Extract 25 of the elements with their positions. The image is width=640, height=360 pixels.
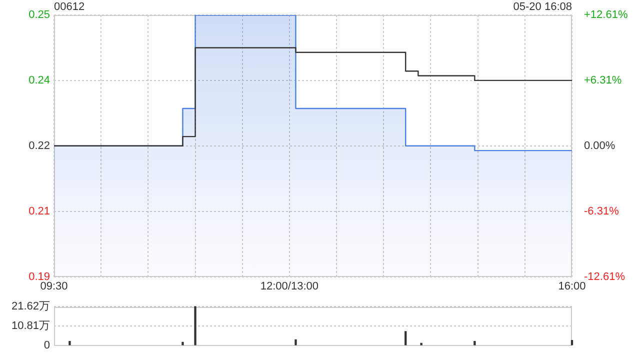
x-tick-label: 12:00/13:00 bbox=[260, 280, 319, 292]
x-tick-label: 16:00 bbox=[558, 280, 586, 292]
y-tick-label: 0.19 bbox=[28, 270, 50, 283]
y-tick-label: 0 bbox=[44, 339, 50, 352]
y2-tick-label: +6.31% bbox=[584, 74, 622, 86]
y-tick-label: 0.24 bbox=[28, 74, 50, 86]
chart-subtitle: 05-20 16:08 bbox=[513, 1, 572, 13]
bar bbox=[420, 342, 422, 346]
y-tick-label: 0.22 bbox=[28, 140, 50, 152]
bar bbox=[194, 306, 196, 346]
x-tick-label: 09:30 bbox=[40, 280, 68, 292]
y-tick-label: 0.21 bbox=[28, 205, 50, 218]
bar bbox=[294, 339, 297, 346]
y2-tick-label: +12.61% bbox=[584, 9, 628, 22]
bar bbox=[474, 340, 476, 346]
y-tick-label: 0.25 bbox=[28, 9, 50, 22]
chart-title: 00612 bbox=[54, 1, 85, 13]
bar bbox=[404, 331, 407, 346]
y-tick-label: 21.62万 bbox=[11, 300, 50, 313]
bar bbox=[182, 342, 184, 346]
y2-tick-label: -6.31% bbox=[584, 205, 620, 218]
y2-tick-label: -12.61% bbox=[584, 270, 626, 283]
y-tick-label: 10.81万 bbox=[11, 320, 50, 332]
bar bbox=[68, 340, 71, 346]
y2-tick-label: 0.00% bbox=[584, 140, 616, 152]
